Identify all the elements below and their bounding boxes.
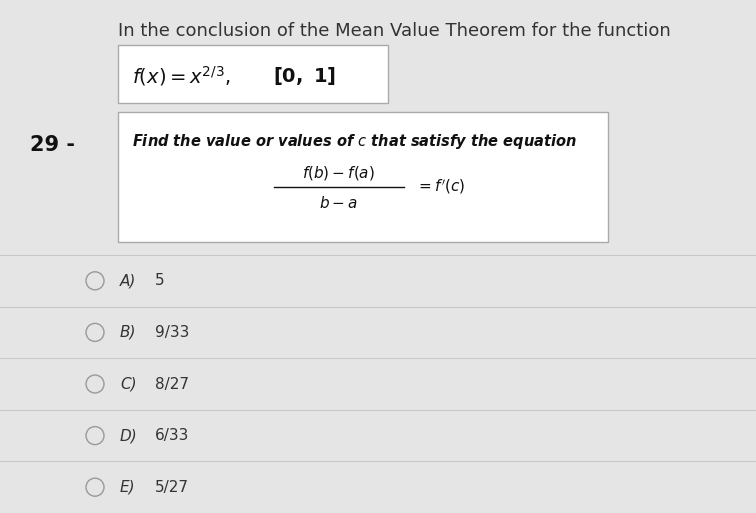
Text: C): C) [120,377,137,391]
Text: A): A) [120,273,136,288]
Text: In the conclusion of the Mean Value Theorem for the function: In the conclusion of the Mean Value Theo… [118,22,671,40]
Text: $= f'(c)$: $= f'(c)$ [416,177,465,196]
Text: E): E) [120,480,135,495]
Text: 5: 5 [155,273,165,288]
Text: D): D) [120,428,138,443]
Text: 8/27: 8/27 [155,377,189,391]
Text: $b - a$: $b - a$ [319,195,358,211]
Text: $\bf{[0,\ 1]}$: $\bf{[0,\ 1]}$ [273,65,336,87]
Text: Find the value or values of $c$ that satisfy the equation: Find the value or values of $c$ that sat… [132,132,577,151]
Text: 9/33: 9/33 [155,325,189,340]
FancyBboxPatch shape [118,112,608,242]
Text: $\bf{\mathit{f(x) = x^{2/3},}}$: $\bf{\mathit{f(x) = x^{2/3},}}$ [132,64,231,88]
Text: 5/27: 5/27 [155,480,189,495]
FancyBboxPatch shape [118,45,388,103]
Text: 29 -: 29 - [30,135,75,155]
Text: $f(b) - f(a)$: $f(b) - f(a)$ [302,164,375,182]
Text: B): B) [120,325,137,340]
Text: 6/33: 6/33 [155,428,189,443]
